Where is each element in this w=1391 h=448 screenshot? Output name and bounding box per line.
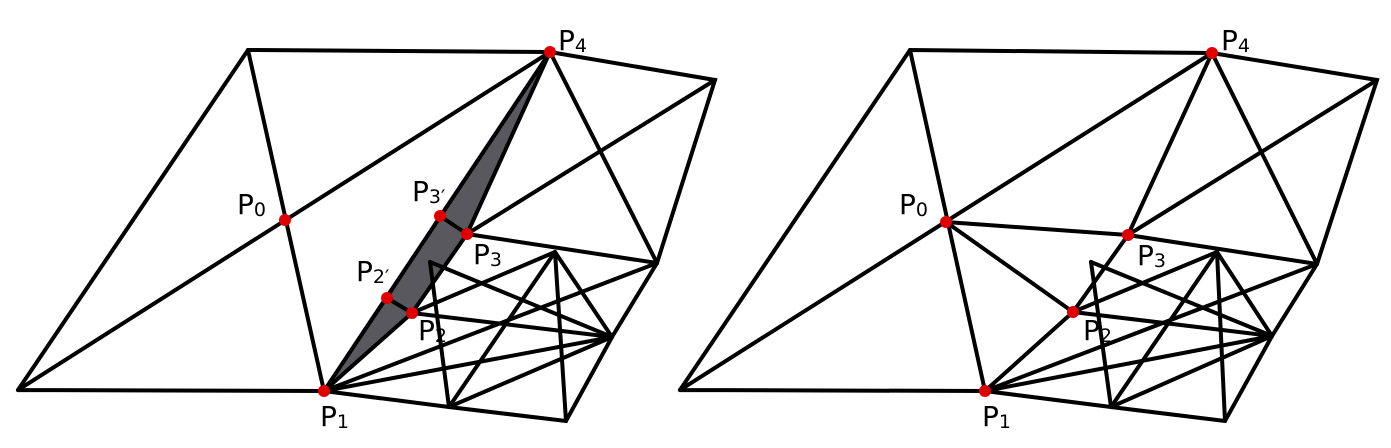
edge bbox=[428, 260, 451, 409]
edge bbox=[322, 311, 414, 393]
label-p4: P4 bbox=[558, 24, 587, 57]
edge bbox=[1126, 51, 1214, 237]
vertex-p3 bbox=[461, 228, 473, 240]
edge bbox=[447, 335, 614, 409]
label-p1: P1 bbox=[982, 400, 1011, 433]
vertex-p2 bbox=[1067, 306, 1079, 318]
left-outer-boundary bbox=[16, 47, 718, 424]
vertex-p3 bbox=[1122, 229, 1134, 241]
edge bbox=[1210, 51, 1319, 266]
edge bbox=[1109, 250, 1219, 409]
edge bbox=[322, 261, 659, 393]
vertex-p1 bbox=[979, 385, 991, 397]
edge bbox=[322, 335, 614, 393]
right-outer-boundary bbox=[678, 47, 1380, 424]
edge bbox=[1126, 233, 1319, 266]
vertex-p4 bbox=[544, 46, 556, 58]
left-vertices bbox=[279, 46, 556, 397]
label-p0: P0 bbox=[899, 188, 928, 221]
edge bbox=[553, 250, 614, 339]
label-p2: P2 bbox=[1083, 314, 1112, 347]
vertex-p2 bbox=[406, 307, 418, 319]
edge bbox=[1126, 78, 1379, 237]
edge bbox=[944, 220, 1130, 237]
label-p3: P3 bbox=[473, 238, 502, 271]
edge bbox=[553, 250, 568, 423]
edge bbox=[322, 50, 552, 393]
edge bbox=[465, 232, 659, 265]
right-panel: P0 P1 P2 P3 P4 bbox=[678, 24, 1380, 433]
edge bbox=[1215, 250, 1227, 423]
label-p3-prime: P3′ bbox=[412, 175, 445, 208]
edge bbox=[465, 78, 717, 236]
edge bbox=[944, 220, 1075, 314]
edge bbox=[983, 262, 1319, 393]
vertex-p0 bbox=[279, 214, 291, 226]
vertex-p4 bbox=[1206, 47, 1218, 59]
right-vertices bbox=[940, 47, 1218, 397]
edge bbox=[1071, 310, 1274, 338]
label-p2: P2 bbox=[418, 314, 447, 347]
right-mesh-edges bbox=[678, 47, 1380, 424]
edge bbox=[1089, 260, 1274, 338]
left-labels: P0 P1 P2 P3 P4 P2′ P3′ bbox=[237, 24, 587, 433]
edge bbox=[1109, 334, 1274, 409]
label-p0: P0 bbox=[237, 188, 266, 221]
vertex-p1 bbox=[318, 385, 330, 397]
edge bbox=[983, 310, 1075, 393]
left-mesh-edges bbox=[16, 47, 718, 424]
label-p3: P3 bbox=[1137, 239, 1166, 272]
edge bbox=[983, 334, 1274, 393]
edge bbox=[465, 50, 552, 236]
label-p4: P4 bbox=[1221, 24, 1250, 57]
edge bbox=[410, 232, 469, 315]
edge bbox=[548, 50, 659, 265]
edge bbox=[410, 311, 614, 339]
left-panel: P0 P1 P2 P3 P4 P2′ P3′ bbox=[16, 24, 718, 433]
edge bbox=[447, 250, 557, 409]
vertex-p3-prime bbox=[434, 210, 446, 222]
edge bbox=[1071, 233, 1130, 314]
label-p2-prime: P2′ bbox=[356, 255, 389, 288]
right-labels: P0 P1 P2 P3 P4 bbox=[899, 24, 1250, 433]
label-p1: P1 bbox=[320, 400, 349, 433]
vertex-p0 bbox=[940, 216, 952, 228]
edge bbox=[1215, 250, 1274, 338]
vertex-p2-prime bbox=[381, 292, 393, 304]
edge bbox=[1089, 260, 1113, 409]
